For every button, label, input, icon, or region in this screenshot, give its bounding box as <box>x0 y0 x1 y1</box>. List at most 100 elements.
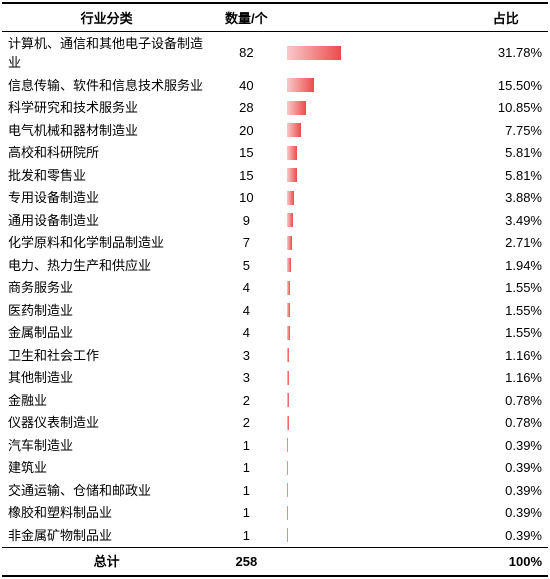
cell-category: 仪器仪表制造业 <box>2 412 211 435</box>
bar-fill <box>287 236 292 250</box>
cell-quantity: 2 <box>211 389 281 412</box>
bar-fill <box>287 281 290 295</box>
table-row: 其他制造业31.16% <box>2 367 548 390</box>
cell-category: 汽车制造业 <box>2 434 211 457</box>
cell-category: 电力、热力生产和供应业 <box>2 254 211 277</box>
cell-percentage: 1.55% <box>463 277 548 300</box>
cell-quantity: 3 <box>211 344 281 367</box>
table-row: 橡胶和塑料制品业10.39% <box>2 502 548 525</box>
cell-bar <box>281 164 463 187</box>
cell-category: 医药制造业 <box>2 299 211 322</box>
cell-quantity: 1 <box>211 457 281 480</box>
bar-fill <box>287 258 290 272</box>
table-row: 批发和零售业15 5.81% <box>2 164 548 187</box>
bar-fill <box>287 326 290 340</box>
bar-fill <box>287 46 341 60</box>
table-row: 计算机、通信和其他电子设备制造业8231.78% <box>2 32 548 75</box>
cell-quantity: 15 <box>211 142 281 165</box>
header-row: 行业分类 数量/个 占比 <box>2 3 548 32</box>
cell-percentage: 1.55% <box>463 322 548 345</box>
cell-category: 科学研究和技术服务业 <box>2 97 211 120</box>
table-row: 科学研究和技术服务业28 10.85% <box>2 97 548 120</box>
table-row: 医药制造业4 1.55% <box>2 299 548 322</box>
cell-percentage: 1.16% <box>463 367 548 390</box>
bar-fill <box>287 78 313 92</box>
cell-percentage: 31.78% <box>463 32 548 75</box>
table-row: 汽车制造业1 0.39% <box>2 434 548 457</box>
cell-quantity: 4 <box>211 277 281 300</box>
cell-quantity: 1 <box>211 479 281 502</box>
table-row: 卫生和社会工作31.16% <box>2 344 548 367</box>
cell-quantity: 9 <box>211 209 281 232</box>
cell-bar <box>281 457 463 480</box>
cell-bar <box>281 502 463 525</box>
cell-category: 高校和科研院所 <box>2 142 211 165</box>
cell-category: 批发和零售业 <box>2 164 211 187</box>
bar-fill <box>287 348 289 362</box>
cell-category: 橡胶和塑料制品业 <box>2 502 211 525</box>
cell-percentage: 1.55% <box>463 299 548 322</box>
header-bar-spacer <box>281 3 463 32</box>
cell-quantity: 7 <box>211 232 281 255</box>
cell-percentage: 10.85% <box>463 97 548 120</box>
cell-bar <box>281 209 463 232</box>
bar-fill <box>287 461 288 475</box>
bar-fill <box>287 168 297 182</box>
cell-quantity: 4 <box>211 322 281 345</box>
cell-percentage: 1.16% <box>463 344 548 367</box>
bar-fill <box>287 101 305 115</box>
table-row: 仪器仪表制造业2 0.78% <box>2 412 548 435</box>
cell-quantity: 10 <box>211 187 281 210</box>
cell-bar <box>281 277 463 300</box>
cell-bar <box>281 434 463 457</box>
bar-fill <box>287 146 297 160</box>
cell-bar <box>281 97 463 120</box>
cell-quantity: 2 <box>211 412 281 435</box>
total-label: 总计 <box>2 547 211 576</box>
bar-fill <box>287 371 289 385</box>
cell-bar <box>281 187 463 210</box>
cell-bar <box>281 299 463 322</box>
table-row: 交通运输、仓储和邮政业10.39% <box>2 479 548 502</box>
cell-category: 其他制造业 <box>2 367 211 390</box>
cell-percentage: 15.50% <box>463 74 548 97</box>
cell-bar <box>281 344 463 367</box>
bar-fill <box>287 393 288 407</box>
bar-fill <box>287 483 288 497</box>
cell-percentage: 0.39% <box>463 434 548 457</box>
table-row: 非金属矿物制品业10.39% <box>2 524 548 547</box>
cell-bar <box>281 74 463 97</box>
table-row: 电力、热力生产和供应业5 1.94% <box>2 254 548 277</box>
cell-category: 金属制品业 <box>2 322 211 345</box>
cell-category: 非金属矿物制品业 <box>2 524 211 547</box>
cell-category: 电气机械和器材制造业 <box>2 119 211 142</box>
table-row: 化学原料和化学制品制造业72.71% <box>2 232 548 255</box>
bar-fill <box>287 416 288 430</box>
bar-fill <box>287 213 293 227</box>
cell-bar <box>281 479 463 502</box>
cell-quantity: 20 <box>211 119 281 142</box>
cell-quantity: 1 <box>211 502 281 525</box>
cell-percentage: 0.78% <box>463 412 548 435</box>
cell-quantity: 15 <box>211 164 281 187</box>
cell-category: 计算机、通信和其他电子设备制造业 <box>2 32 211 75</box>
cell-quantity: 4 <box>211 299 281 322</box>
cell-percentage: 1.94% <box>463 254 548 277</box>
total-bar-spacer <box>281 547 463 576</box>
table-row: 建筑业10.39% <box>2 457 548 480</box>
table-row: 通用设备制造业93.49% <box>2 209 548 232</box>
cell-quantity: 5 <box>211 254 281 277</box>
cell-category: 信息传输、软件和信息技术服务业 <box>2 74 211 97</box>
cell-bar <box>281 322 463 345</box>
cell-percentage: 5.81% <box>463 164 548 187</box>
cell-quantity: 28 <box>211 97 281 120</box>
table-row: 金融业20.78% <box>2 389 548 412</box>
cell-percentage: 0.78% <box>463 389 548 412</box>
bar-fill <box>287 303 290 317</box>
cell-quantity: 1 <box>211 434 281 457</box>
cell-category: 建筑业 <box>2 457 211 480</box>
header-quantity: 数量/个 <box>211 3 281 32</box>
cell-category: 通用设备制造业 <box>2 209 211 232</box>
table-row: 信息传输、软件和信息技术服务业4015.50% <box>2 74 548 97</box>
cell-category: 交通运输、仓储和邮政业 <box>2 479 211 502</box>
